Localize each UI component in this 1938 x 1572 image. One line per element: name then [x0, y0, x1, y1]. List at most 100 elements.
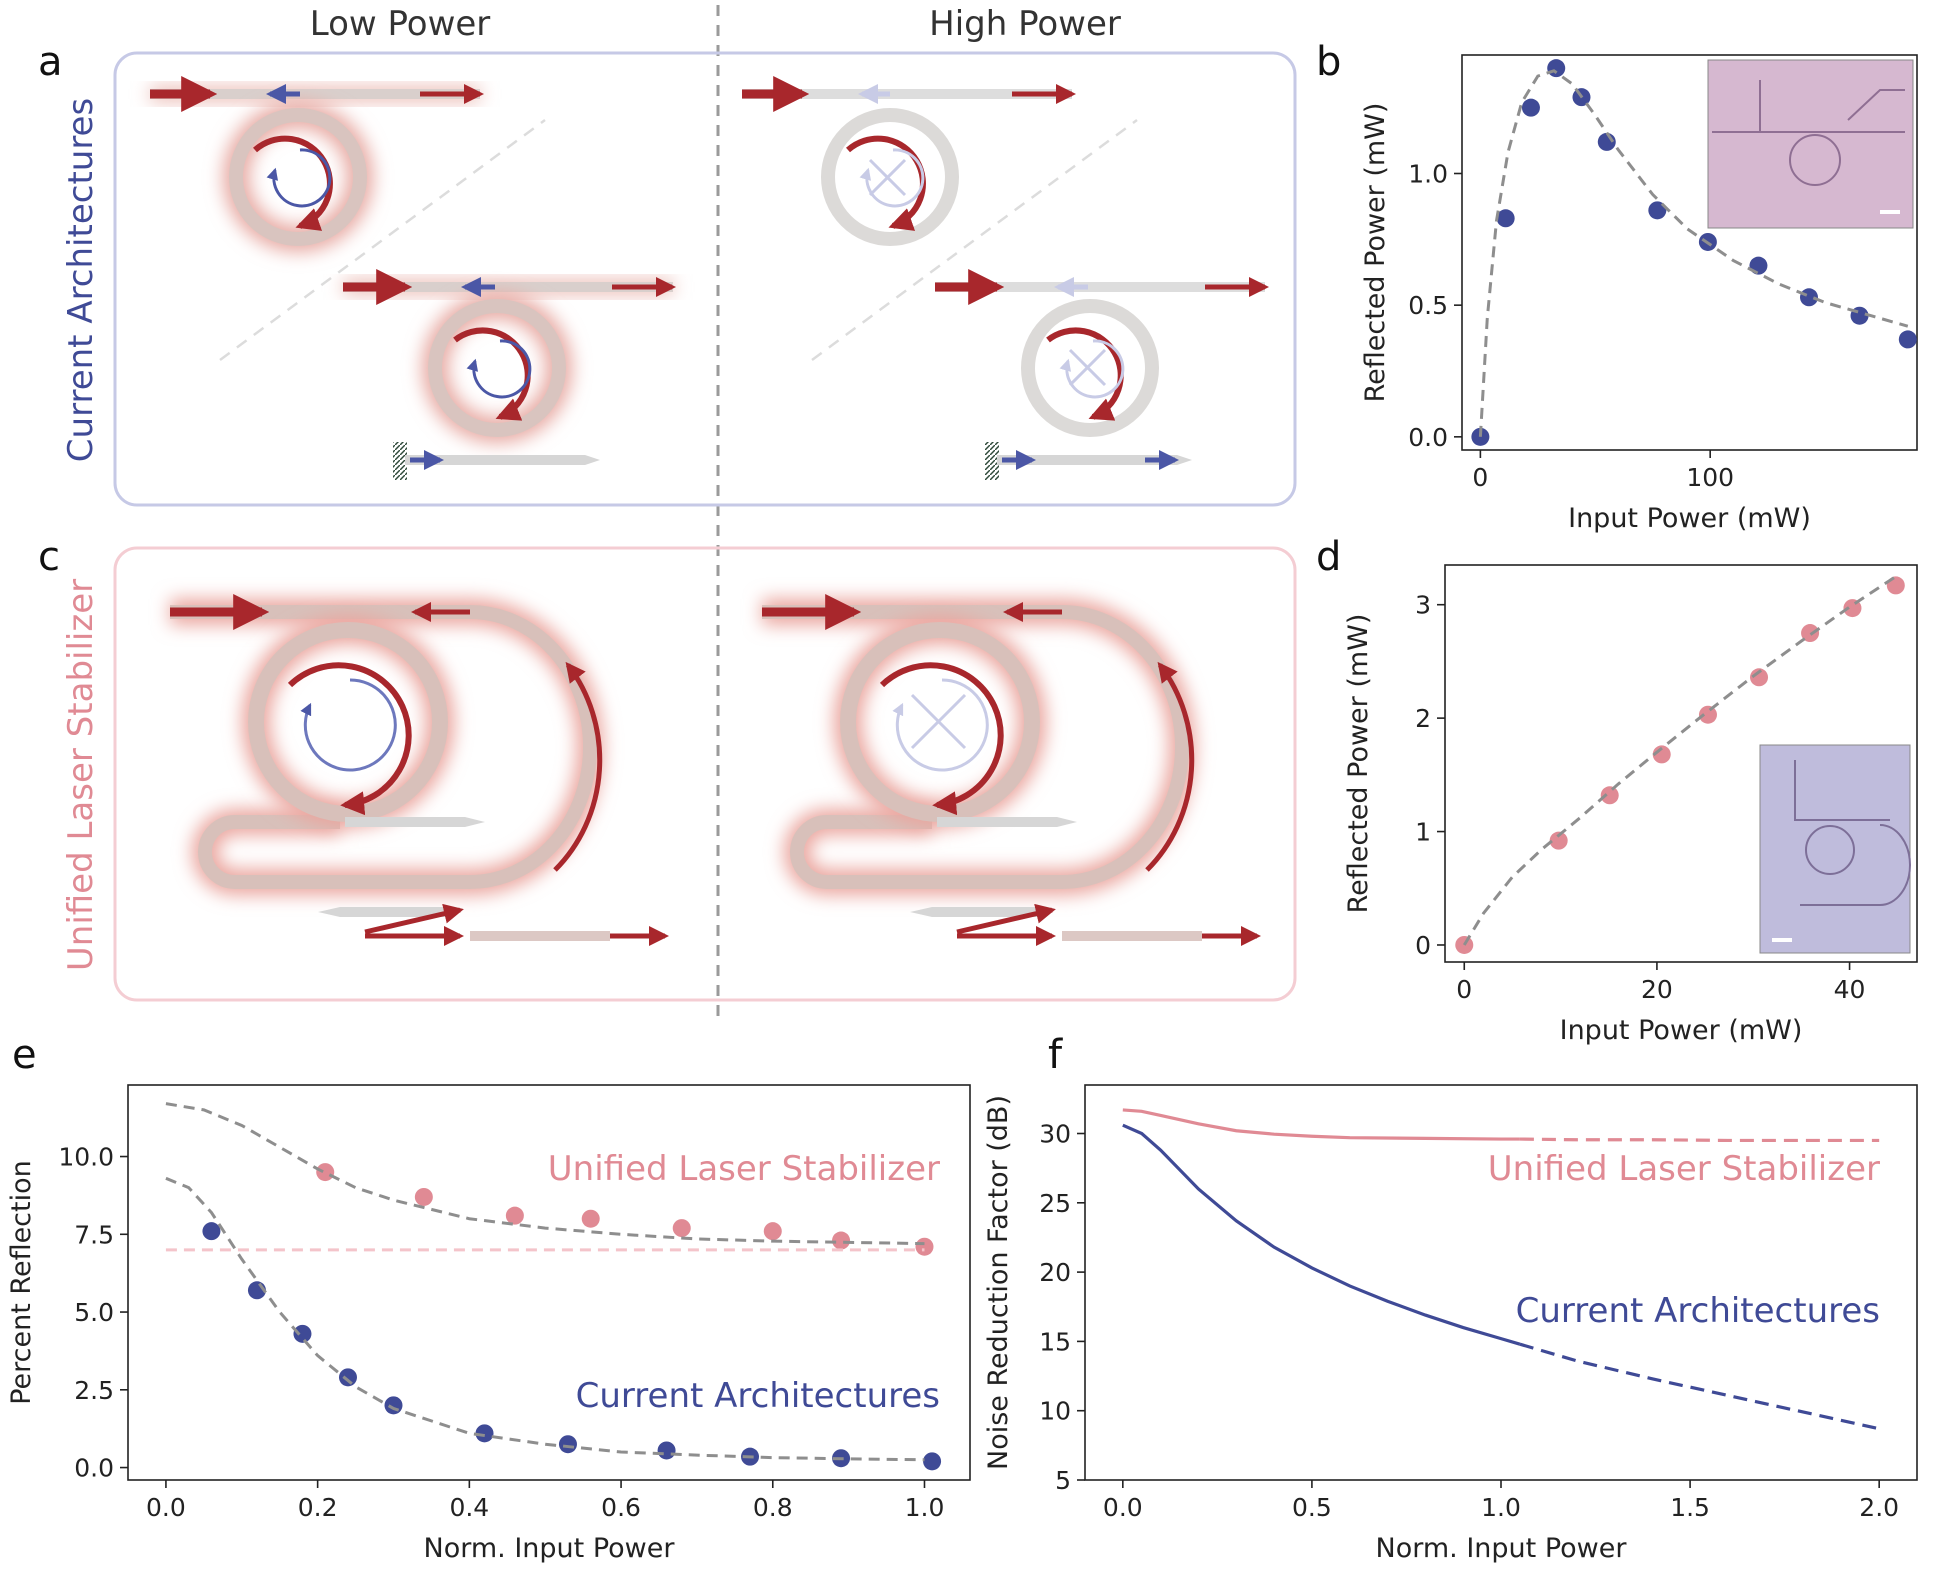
x-axis-label: Input Power (mW) [1568, 503, 1811, 534]
high-power-ring-1 [742, 76, 1076, 246]
x-axis-label: Norm. Input Power [424, 1533, 676, 1564]
data-point [1749, 256, 1768, 275]
x-axis-label: Norm. Input Power [1376, 1533, 1628, 1564]
data-point [202, 1222, 221, 1241]
x-tick-label: 0.6 [601, 1493, 641, 1522]
x-tick-label: 0 [1472, 463, 1488, 492]
panel-letter-e: e [12, 1032, 37, 1078]
data-point [1496, 209, 1515, 228]
x-tick-label: 20 [1641, 975, 1673, 1004]
device-micrograph-inset [1759, 744, 1911, 954]
data-point [316, 1163, 335, 1182]
data-point [581, 1209, 600, 1228]
y-tick-label: 0.0 [1408, 423, 1448, 452]
y-tick-label: 2.5 [74, 1376, 114, 1405]
panel-letter-b: b [1316, 39, 1341, 85]
y-tick-label: 10 [1039, 1397, 1071, 1426]
y-axis-label: Reflected Power (mW) [1360, 103, 1391, 403]
x-tick-label: 0.0 [146, 1493, 186, 1522]
current-architectures-row-label: Current Architectures [61, 98, 101, 462]
panel-letter-a: a [38, 39, 63, 85]
panel-letter-d: d [1316, 534, 1341, 580]
low-power-ring-2 [343, 269, 676, 480]
data-point [558, 1435, 577, 1454]
panel-letter-c: c [38, 534, 60, 580]
data-point [763, 1222, 782, 1241]
y-tick-label: 0.5 [1408, 291, 1448, 320]
x-tick-label: 0.5 [1292, 1493, 1332, 1522]
data-point [475, 1424, 494, 1443]
inset-loop [1794, 760, 1911, 906]
plot-frame [1444, 564, 1918, 963]
y-tick-label: 20 [1039, 1258, 1071, 1287]
y-axis-label: Reflected Power (mW) [1343, 614, 1374, 914]
plot-frame [1084, 1084, 1918, 1481]
data-point [915, 1237, 934, 1256]
y-axis-label: Noise Reduction Factor (dB) [983, 1095, 1014, 1470]
plot-frame [1461, 54, 1918, 451]
unified-stabilizer-box [113, 546, 1297, 1002]
data-point [1898, 330, 1917, 349]
y-tick-label: 30 [1039, 1120, 1071, 1149]
high-power-separator [811, 118, 1138, 362]
data-point [338, 1368, 357, 1387]
x-tick-label: 1.0 [905, 1493, 945, 1522]
fit-curve [165, 1102, 925, 1246]
y-tick-label: 0 [1415, 931, 1431, 960]
inset-background [1759, 744, 1911, 954]
data-point [1698, 705, 1717, 724]
series-line-extrapolated [1519, 1342, 1880, 1431]
panel-letter-f: f [1048, 1032, 1063, 1078]
y-tick-label: 5 [1055, 1466, 1071, 1495]
x-tick-label: 1.0 [1481, 1493, 1521, 1522]
y-tick-label: 2 [1415, 704, 1431, 733]
chart-d: 0 20 40 0 1 2 3 Input Power (mW) Reflected Power… [1343, 564, 1918, 1046]
series-annotation: Current Architectures [576, 1376, 940, 1416]
x-tick-label: 2.0 [1859, 1493, 1899, 1522]
series-line-extrapolated [1519, 1137, 1880, 1143]
data-point [657, 1441, 676, 1460]
inset-ring [1805, 825, 1855, 875]
current-architectures-box [113, 51, 1297, 507]
data-point [1521, 98, 1540, 117]
inset-bus [1759, 80, 1905, 132]
y-tick-label: 15 [1039, 1327, 1071, 1356]
inset-background [1707, 59, 1914, 229]
y-tick-label: 7.5 [74, 1220, 114, 1249]
x-tick-label: 0 [1456, 975, 1472, 1004]
data-point [832, 1231, 851, 1250]
x-tick-label: 0.2 [298, 1493, 338, 1522]
panel-a-schematic: Current Architectures [61, 51, 1297, 507]
data-point [1652, 745, 1671, 764]
y-tick-label: 25 [1039, 1189, 1071, 1218]
low-power-separator [219, 118, 546, 362]
series-annotation: Unified Laser Stabilizer [1488, 1149, 1880, 1189]
x-tick-label: 0.4 [449, 1493, 489, 1522]
data-point [1750, 668, 1769, 687]
y-axis-label: Percent Reflection [6, 1160, 37, 1405]
fit-curve [165, 1176, 925, 1462]
unified-low-power [170, 594, 669, 946]
x-tick-label: 1.5 [1670, 1493, 1710, 1522]
high-power-ring-2 [935, 269, 1269, 480]
series-annotation: Unified Laser Stabilizer [548, 1149, 940, 1189]
low-power-header: Low Power [310, 4, 491, 44]
data-point [1597, 132, 1616, 151]
data-point [672, 1219, 691, 1238]
x-tick-label: 40 [1834, 975, 1866, 1004]
chart-f: 0.0 0.5 1.0 1.5 2.0 5 10 15 20 25 30 Norm. Input Po… [983, 1084, 1918, 1564]
data-point [1600, 786, 1619, 805]
data-point [293, 1324, 312, 1343]
y-tick-label: 1.0 [1408, 160, 1448, 189]
fit-curve [1478, 69, 1909, 437]
unified-high-power [762, 594, 1261, 946]
y-tick-label: 3 [1415, 591, 1431, 620]
x-axis-label: Input Power (mW) [1560, 1015, 1803, 1046]
data-point [923, 1452, 942, 1471]
panel-c-schematic: Unified Laser Stabilizer [61, 546, 1297, 1002]
data-point [414, 1187, 433, 1206]
inset-ring [1789, 134, 1841, 186]
data-point [1549, 831, 1568, 850]
unified-stabilizer-row-label: Unified Laser Stabilizer [61, 579, 101, 971]
